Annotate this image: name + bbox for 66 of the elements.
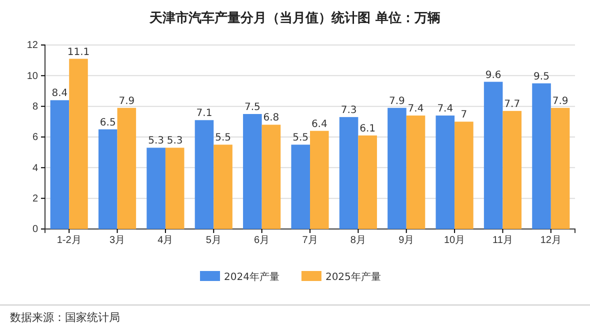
x-tick-label: 8月 — [350, 235, 366, 246]
bar — [243, 114, 262, 229]
data-label: 5.3 — [166, 136, 183, 147]
bar — [214, 144, 232, 229]
data-label: 8.4 — [52, 88, 68, 100]
data-label: 11.1 — [67, 46, 90, 58]
y-tick-label: 6 — [32, 132, 38, 144]
data-label: 6.1 — [360, 123, 376, 134]
x-tick-label: 6月 — [254, 235, 270, 246]
x-tick-label: 9月 — [398, 235, 414, 246]
bar — [98, 129, 118, 229]
data-label: 7.7 — [504, 98, 520, 110]
x-tick-label: 7月 — [302, 235, 318, 246]
data-label: 7.3 — [340, 105, 357, 116]
data-label: 7.9 — [389, 96, 405, 107]
bar — [262, 124, 281, 229]
bar — [146, 148, 166, 229]
data-label: 5.5 — [215, 132, 231, 144]
data-label: 5.3 — [148, 136, 164, 147]
bar — [406, 116, 426, 229]
data-label: 7.4 — [437, 104, 454, 115]
x-tick-label: 1-2月 — [56, 235, 82, 246]
data-label: 7.1 — [196, 108, 212, 120]
bar — [436, 116, 455, 229]
bar — [484, 82, 503, 229]
bar — [454, 122, 474, 229]
bar — [339, 117, 358, 229]
bar — [117, 108, 136, 229]
y-tick-label: 4 — [32, 162, 38, 174]
data-label: 6.4 — [311, 118, 328, 130]
x-tick-label: 5月 — [206, 235, 222, 246]
data-label: 9.5 — [534, 71, 550, 82]
data-label: 9.6 — [485, 70, 502, 81]
x-tick-label: 10月 — [444, 235, 466, 246]
data-label: 5.5 — [292, 132, 309, 144]
bar — [532, 83, 551, 229]
x-tick-label: 12月 — [540, 235, 562, 246]
bar — [165, 148, 184, 229]
legend-label: 2025年产量 — [325, 271, 381, 283]
x-tick-label: 3月 — [109, 235, 126, 246]
bar — [358, 135, 377, 229]
bar — [550, 108, 570, 229]
data-label: 7.5 — [244, 102, 260, 113]
y-tick-label: 12 — [26, 40, 38, 52]
data-label: 7 — [460, 110, 468, 121]
x-tick-label: 11月 — [492, 235, 513, 246]
y-tick-label: 0 — [32, 224, 38, 236]
bar — [194, 120, 214, 229]
y-tick-label: 2 — [32, 194, 38, 205]
y-tick-label: 8 — [32, 102, 38, 113]
bar — [50, 100, 70, 229]
source-note: 数据来源：国家统计局 — [10, 311, 120, 324]
bar — [69, 58, 88, 229]
data-label: 7.4 — [408, 104, 424, 115]
bar — [502, 110, 522, 229]
chart-title: 天津市汽车产量分月（当月值）统计图 单位：万辆 — [148, 10, 440, 26]
data-label: 6.5 — [100, 117, 116, 128]
bar — [310, 130, 329, 229]
bar — [291, 144, 310, 229]
y-tick-label: 10 — [26, 70, 38, 82]
bar — [388, 108, 406, 229]
data-label: 7.9 — [118, 96, 135, 107]
x-tick-label: 4月 — [158, 235, 174, 246]
data-label: 7.9 — [552, 96, 568, 107]
data-label: 6.8 — [263, 112, 280, 124]
legend-label: 2024年产量 — [224, 271, 280, 283]
